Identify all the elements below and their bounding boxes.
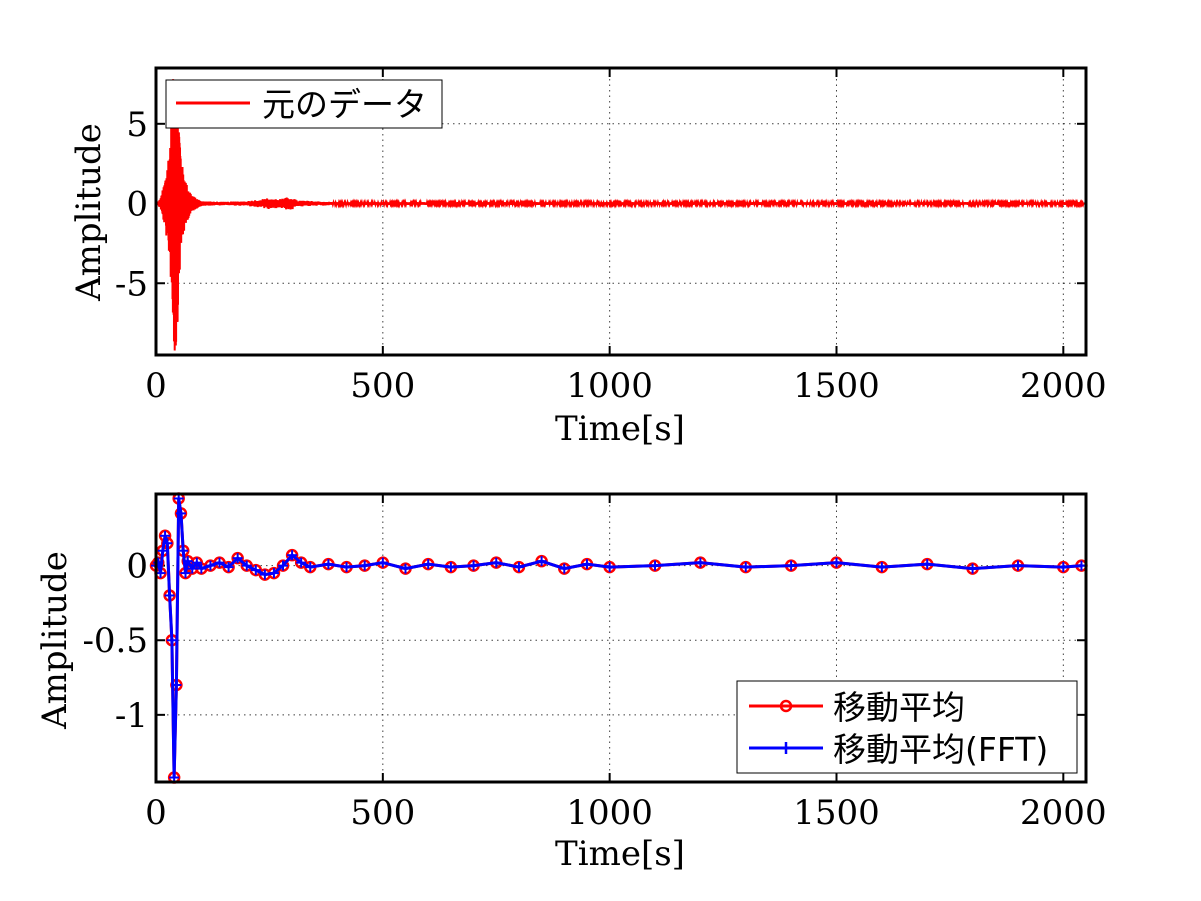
- top-chart-x-tick-labels: 0 500 1000 1500 2000: [145, 366, 1106, 406]
- bottom-chart-legend-box: [736, 680, 1078, 774]
- bottom-chart-legend: 移動平均 移動平均(FFT): [736, 680, 1078, 774]
- bottom-chart-y-tick-labels: -1 -0.5 0: [82, 547, 148, 736]
- top-chart-y-tick-label: -5: [115, 264, 148, 304]
- bottom-chart-x-tick-label: 1500: [793, 793, 880, 833]
- top-chart-x-tick-label: 1000: [566, 366, 653, 406]
- bottom-chart-x-tick-labels: 0 500 1000 1500 2000: [145, 793, 1106, 833]
- top-chart-frame: [154, 66, 1088, 357]
- bottom-chart-y-axis-label: Amplitude: [35, 551, 75, 730]
- bottom-chart-y-tick-label: -1: [115, 696, 148, 736]
- top-chart-x-tick-label: 500: [350, 366, 415, 406]
- bottom-chart-y-tick-label: -0.5: [82, 621, 148, 661]
- bottom-chart-legend-marker-ma: [779, 699, 793, 713]
- top-chart-legend: 元のデータ: [165, 79, 443, 129]
- bottom-chart-plot-area: [149, 492, 1088, 784]
- top-chart-series-line-0: [156, 79, 1085, 351]
- top-chart-y-tick-labels: -5 0 5: [115, 105, 148, 304]
- top-chart-legend-label-original: 元のデータ: [262, 85, 427, 124]
- top-chart-plot-area: [156, 79, 1085, 351]
- bottom-chart-y-tick-label: 0: [126, 547, 148, 587]
- bottom-chart-x-axis-label: Time[s]: [555, 834, 685, 874]
- bottom-chart-legend-label-ma-fft: 移動平均(FFT): [833, 730, 1048, 769]
- bottom-chart-frame: [154, 492, 1088, 784]
- bottom-chart-x-tick-label: 2000: [1020, 793, 1107, 833]
- bottom-chart-x-tick-label: 500: [350, 793, 415, 833]
- bottom-chart-legend-label-ma: 移動平均: [833, 688, 965, 727]
- top-chart: -505 0 500 1000 1500 2000 Time[s] Amplitude …: [69, 66, 1107, 449]
- bottom-chart: -1 -0.5 0 0 500 1000 1500 2000 Time[s] Amplitu…: [35, 492, 1107, 874]
- top-chart-y-tick-label: 0: [126, 185, 148, 225]
- bottom-chart-x-tick-label: 1000: [566, 793, 653, 833]
- top-chart-x-tick-label: 2000: [1020, 366, 1107, 406]
- top-chart-x-axis-label: Time[s]: [555, 409, 685, 449]
- top-chart-x-tick-label: 1500: [793, 366, 880, 406]
- top-chart-y-tick-label: 5: [126, 105, 148, 145]
- top-chart-y-axis-label: Amplitude: [69, 123, 109, 302]
- top-chart-x-tick-label: 0: [145, 366, 167, 406]
- bottom-chart-x-tick-label: 0: [145, 793, 167, 833]
